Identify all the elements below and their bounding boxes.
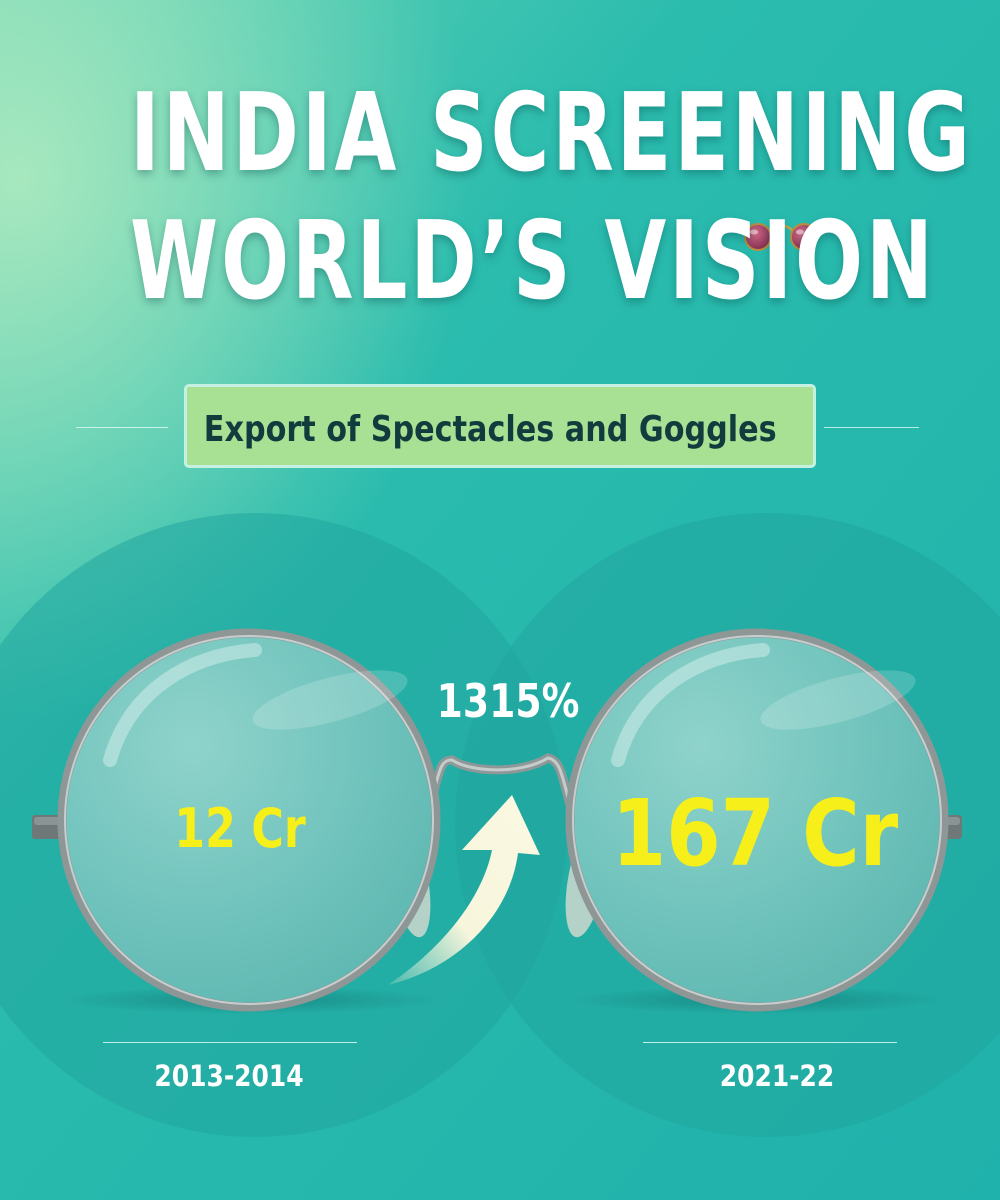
upward-arrow-icon bbox=[388, 795, 540, 985]
year-before: 2013-2014 bbox=[154, 1059, 304, 1093]
export-value-before: 12 Cr bbox=[174, 797, 306, 860]
sunglasses-icon bbox=[744, 223, 818, 251]
year-divider-left bbox=[103, 1042, 357, 1043]
title-line-2: WORLD’S VISION bbox=[130, 199, 936, 324]
subtitle-banner: Export of Spectacles and Goggles bbox=[184, 384, 816, 468]
year-divider-right bbox=[643, 1042, 897, 1043]
subtitle-text: Export of Spectacles and Goggles bbox=[203, 408, 777, 450]
title-line-1: INDIA SCREENING bbox=[130, 71, 973, 196]
growth-percentage: 1315% bbox=[436, 674, 580, 728]
year-after: 2021-22 bbox=[719, 1059, 835, 1093]
export-value-after: 167 Cr bbox=[611, 780, 899, 887]
divider-left bbox=[76, 427, 168, 428]
round-spectacles-icon bbox=[32, 628, 962, 1012]
divider-right bbox=[824, 427, 919, 428]
